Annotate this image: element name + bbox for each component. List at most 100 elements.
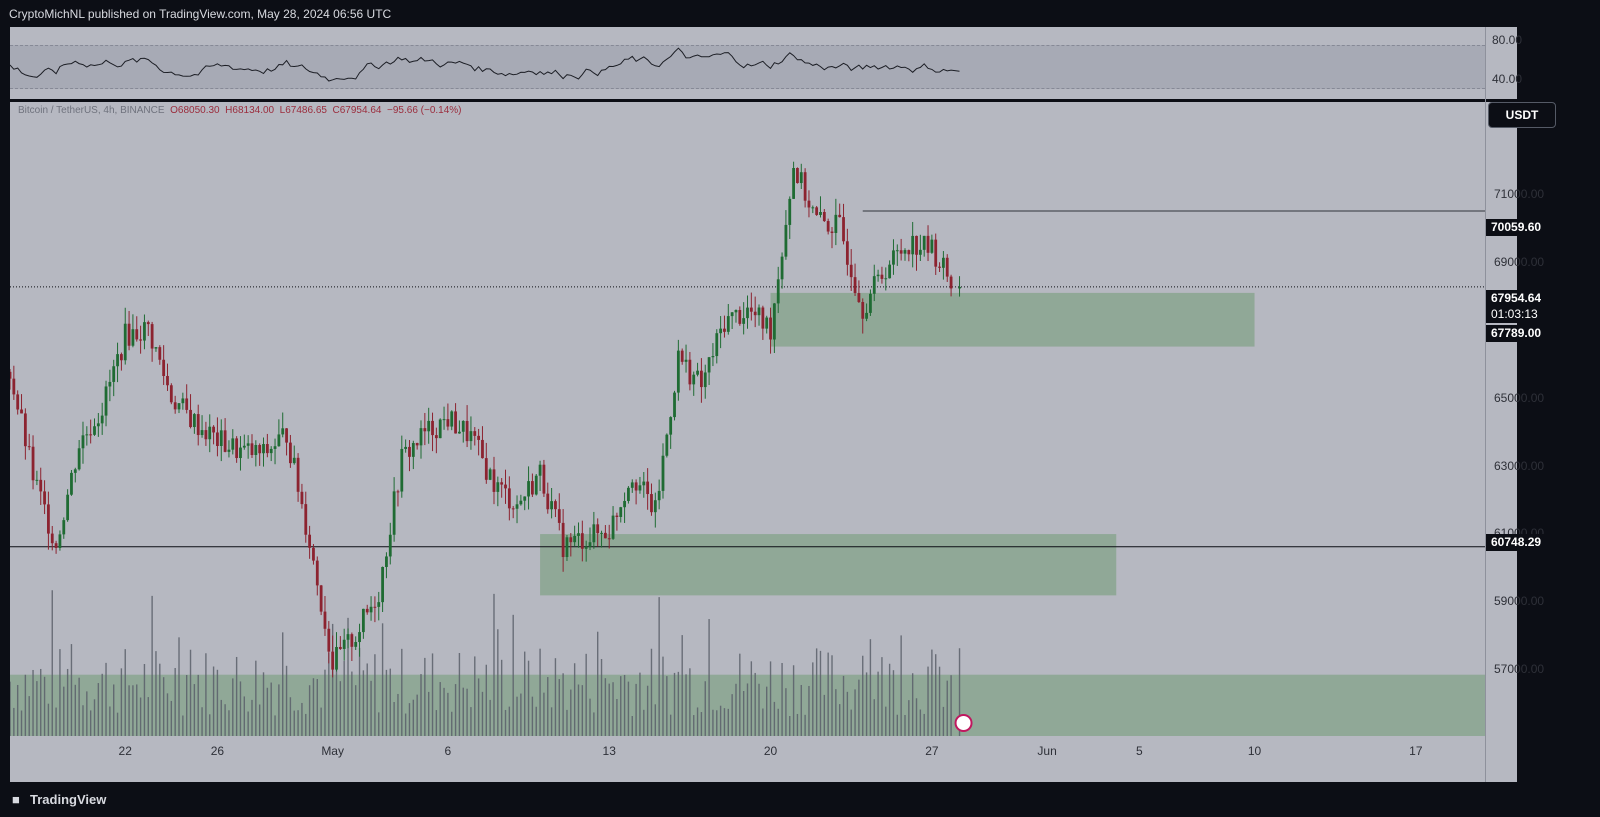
bear-candle [646, 481, 650, 495]
bull-candle [219, 430, 223, 446]
time-axis-label: 17 [1409, 744, 1423, 758]
bull-candle [100, 415, 104, 424]
current-price-tag: 67954.64 [1486, 290, 1547, 307]
bear-candle [331, 651, 335, 670]
bull-candle [77, 448, 81, 470]
bear-candle [580, 533, 584, 549]
bear-candle [926, 235, 930, 253]
bull-candle [354, 642, 358, 647]
bear-candle [504, 484, 507, 489]
bear-candle [27, 446, 31, 448]
bull-candle [669, 417, 673, 435]
price-tick-label: 57000.00 [1494, 662, 1545, 676]
bar-countdown: 01:03:13 [1486, 306, 1543, 323]
bear-candle [554, 501, 557, 510]
bear-candle [803, 172, 807, 201]
bear-candle [338, 646, 342, 649]
bull-candle [534, 475, 538, 495]
bull-candle [780, 256, 784, 280]
bull-candle [242, 445, 246, 448]
bull-candle [192, 414, 196, 428]
bear-candle [546, 493, 550, 510]
bear-candle [815, 207, 819, 215]
bull-candle [757, 307, 761, 316]
bull-candle [684, 359, 688, 362]
bull-candle [730, 312, 734, 317]
bear-candle [738, 309, 742, 324]
bear-candle [189, 409, 192, 428]
bear-candle [204, 430, 208, 440]
bear-candle [899, 250, 903, 254]
bull-candle [707, 357, 711, 373]
panel-separator[interactable] [10, 99, 1517, 102]
price-plot[interactable]: 22 26 May 6 13 20 27 Jun 5 10 17 [10, 27, 1485, 782]
bear-candle [853, 277, 857, 294]
bull-candle [784, 224, 788, 257]
bear-candle [308, 534, 312, 548]
footer: ■ TradingView [0, 782, 1600, 817]
bear-candle [845, 241, 849, 265]
bear-candle [446, 419, 450, 427]
bull-candle [788, 198, 792, 225]
bear-candle [162, 359, 166, 376]
bear-candle [127, 323, 131, 346]
bear-candle [561, 522, 565, 558]
bear-candle [569, 537, 573, 543]
demand-zone [770, 292, 1255, 347]
bear-candle [265, 444, 269, 454]
bear-candle [119, 354, 123, 361]
bull-candle [519, 500, 523, 505]
bull-candle [588, 542, 592, 547]
time-axis-label: Jun [1037, 744, 1056, 758]
bear-candle [319, 585, 323, 612]
bull-candle [346, 634, 350, 640]
bull-candle [458, 431, 461, 434]
bull-candle [715, 333, 719, 357]
time-axis-label: 20 [764, 744, 778, 758]
bear-candle [289, 442, 292, 464]
alert-icon [954, 714, 973, 732]
bull-candle [930, 239, 934, 253]
bear-candle [861, 302, 865, 319]
bull-candle [895, 250, 899, 252]
resistance-price-tag: 70059.60 [1486, 219, 1547, 236]
bull-candle [527, 481, 530, 497]
bear-candle [688, 359, 692, 385]
bear-candle [507, 488, 511, 509]
bull-candle [361, 608, 365, 633]
bull-candle [35, 479, 39, 481]
bear-candle [396, 491, 400, 493]
bull-candle [469, 431, 473, 442]
bull-candle [70, 472, 73, 495]
bear-candle [39, 479, 43, 492]
bear-candle [304, 504, 308, 535]
tradingview-logo[interactable]: ■ TradingView [12, 792, 106, 807]
bear-candle [12, 378, 16, 395]
bear-candle [20, 409, 23, 414]
currency-button[interactable]: USDT [1488, 102, 1556, 128]
chart-area[interactable]: Bitcoin / TetherUS, 4h, BINANCE O68050.3… [10, 27, 1517, 782]
bull-candle [342, 639, 346, 649]
bear-candle [530, 481, 534, 495]
bear-candle [700, 370, 703, 388]
bull-candle [227, 449, 231, 452]
bear-candle [31, 446, 35, 481]
bull-candle [600, 532, 603, 534]
bull-candle [515, 504, 519, 509]
bull-candle [638, 485, 642, 491]
bull-candle [834, 214, 838, 233]
bear-candle [312, 547, 315, 561]
time-axis-label: May [321, 744, 344, 758]
bull-candle [385, 556, 388, 567]
bull-candle [665, 434, 669, 456]
bull-candle [903, 250, 907, 254]
bull-candle [292, 457, 296, 464]
price-tick-label: 63000.00 [1494, 459, 1545, 473]
bear-candle [150, 324, 154, 349]
bull-candle [104, 386, 108, 416]
bear-candle [615, 515, 619, 517]
bull-candle [419, 428, 423, 446]
bull-candle [404, 446, 408, 449]
rsi-tick-label: 80.00 [1492, 33, 1523, 47]
bear-candle [949, 276, 953, 289]
